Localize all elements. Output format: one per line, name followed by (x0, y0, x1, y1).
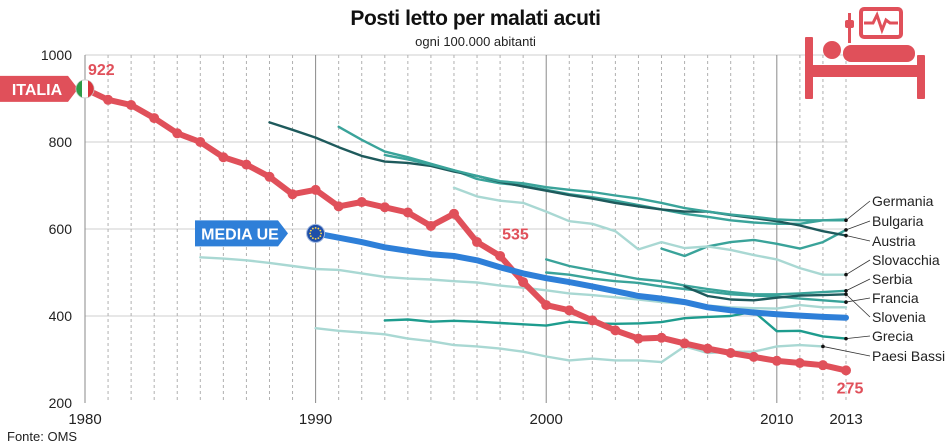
italia-point (725, 347, 736, 358)
italia-point (518, 277, 529, 288)
y-tick-label: 600 (49, 221, 73, 237)
italia-point (241, 159, 252, 170)
italia-point (172, 128, 183, 139)
label-layer: ITALIA 922 275 MEDIA UE 535 Germania Bulgaria A… (0, 62, 945, 397)
legend-entry: Bulgaria (872, 213, 924, 229)
legend-leader-line (845, 220, 871, 231)
series-line-italia (82, 85, 849, 374)
chart-subtitle: ogni 100.000 abitanti (415, 34, 536, 49)
source-note: Fonte: OMS (7, 429, 78, 444)
italia-point (218, 152, 229, 163)
x-tick-label: 2010 (760, 411, 793, 428)
legend-entry: Slovenia (872, 309, 926, 325)
italia-label: ITALIA (12, 82, 63, 99)
series-line-grecia (383, 310, 848, 340)
legend-leader-dot (844, 300, 848, 304)
italia-point (126, 100, 137, 111)
series-layer (80, 83, 851, 376)
italia-point (633, 333, 644, 344)
y-tick-label: 200 (49, 395, 73, 411)
italia-point (656, 332, 667, 343)
legend-leader-line (845, 335, 871, 340)
x-tick-label: 1990 (299, 411, 332, 428)
italia-point (817, 360, 828, 371)
legend-leader-dot (821, 344, 825, 349)
italia-point (448, 208, 459, 219)
italia-point (702, 343, 713, 354)
y-tick-label: 1000 (41, 47, 72, 63)
legend-entry: Austria (872, 233, 916, 249)
legend-leader-line (822, 346, 871, 357)
legend-entry: Francia (872, 290, 919, 306)
legend-leader-line (845, 278, 871, 292)
legend-entry: Germania (872, 193, 934, 209)
italia-point (495, 250, 506, 261)
italia-point (841, 365, 851, 376)
italia-point (103, 94, 114, 105)
series-line-germania (337, 125, 848, 226)
italia-point (287, 189, 298, 200)
legend-leader-dot (844, 288, 848, 293)
italia-start-value: 922 (88, 62, 115, 79)
legend-leader-line (845, 259, 871, 276)
series-line-background-12 (383, 153, 848, 222)
hospital-bed-icon (805, 7, 925, 99)
italia-point (264, 171, 275, 182)
legend-leader-dot (844, 233, 848, 238)
legend-leader-line (845, 293, 871, 318)
series-line-background-11 (199, 256, 848, 310)
italia-point (379, 202, 390, 213)
italia-point (564, 305, 575, 316)
legend-entry: Grecia (872, 328, 913, 344)
series-line-slovacchia (452, 186, 848, 276)
italia-point (333, 201, 344, 212)
x-tick-label: 2013 (829, 411, 862, 428)
value-label-535: 535 (502, 226, 529, 243)
italia-point (587, 315, 598, 326)
italia-tag (0, 75, 78, 102)
legend-entry: Paesi Bassi (872, 348, 945, 364)
series-line-slovenia (683, 285, 848, 302)
legend-leader-dot (844, 272, 848, 277)
italia-point (195, 137, 206, 147)
y-tick-label: 800 (49, 134, 73, 150)
italia-point (149, 113, 160, 124)
x-tick-label: 2000 (530, 411, 563, 428)
grid-layer: 200 400 600 800 1000 1980 1990 2000 2010 2013 (41, 47, 863, 428)
x-tick-label: 1980 (68, 411, 101, 428)
media-ue-tag (195, 220, 288, 247)
legend-entry: Slovacchia (872, 252, 940, 268)
series-line-media-ue (312, 230, 849, 321)
italia-point (425, 220, 436, 231)
media-ue-label: MEDIA UE (201, 226, 279, 243)
italia-point (356, 197, 367, 208)
y-tick-label: 400 (49, 308, 73, 324)
italia-point (310, 184, 321, 195)
eu-flag-icon (306, 223, 326, 243)
italia-point (794, 357, 805, 368)
italia-point (402, 207, 413, 218)
legend-leader-dot (844, 336, 848, 341)
chart-title: Posti letto per malati acuti (350, 7, 601, 30)
series-line-serbia (545, 258, 848, 296)
italia-point (610, 325, 621, 336)
italia-point (472, 237, 483, 248)
italia-point (541, 300, 552, 311)
italy-flag-icon (75, 79, 95, 99)
italia-point (679, 338, 690, 349)
italia-point (748, 351, 759, 362)
legend-leader-dot (844, 228, 848, 232)
italia-end-value: 275 (837, 380, 864, 397)
legend-leader-line (845, 200, 871, 221)
legend-leader-dot (844, 292, 848, 297)
series-line-bulgaria (660, 228, 848, 258)
italia-point (771, 355, 782, 366)
legend-leader-dot (844, 218, 848, 223)
legend-leader-line (845, 297, 871, 303)
legend-entry: Serbia (872, 271, 913, 287)
legend-leader-line (845, 235, 871, 242)
